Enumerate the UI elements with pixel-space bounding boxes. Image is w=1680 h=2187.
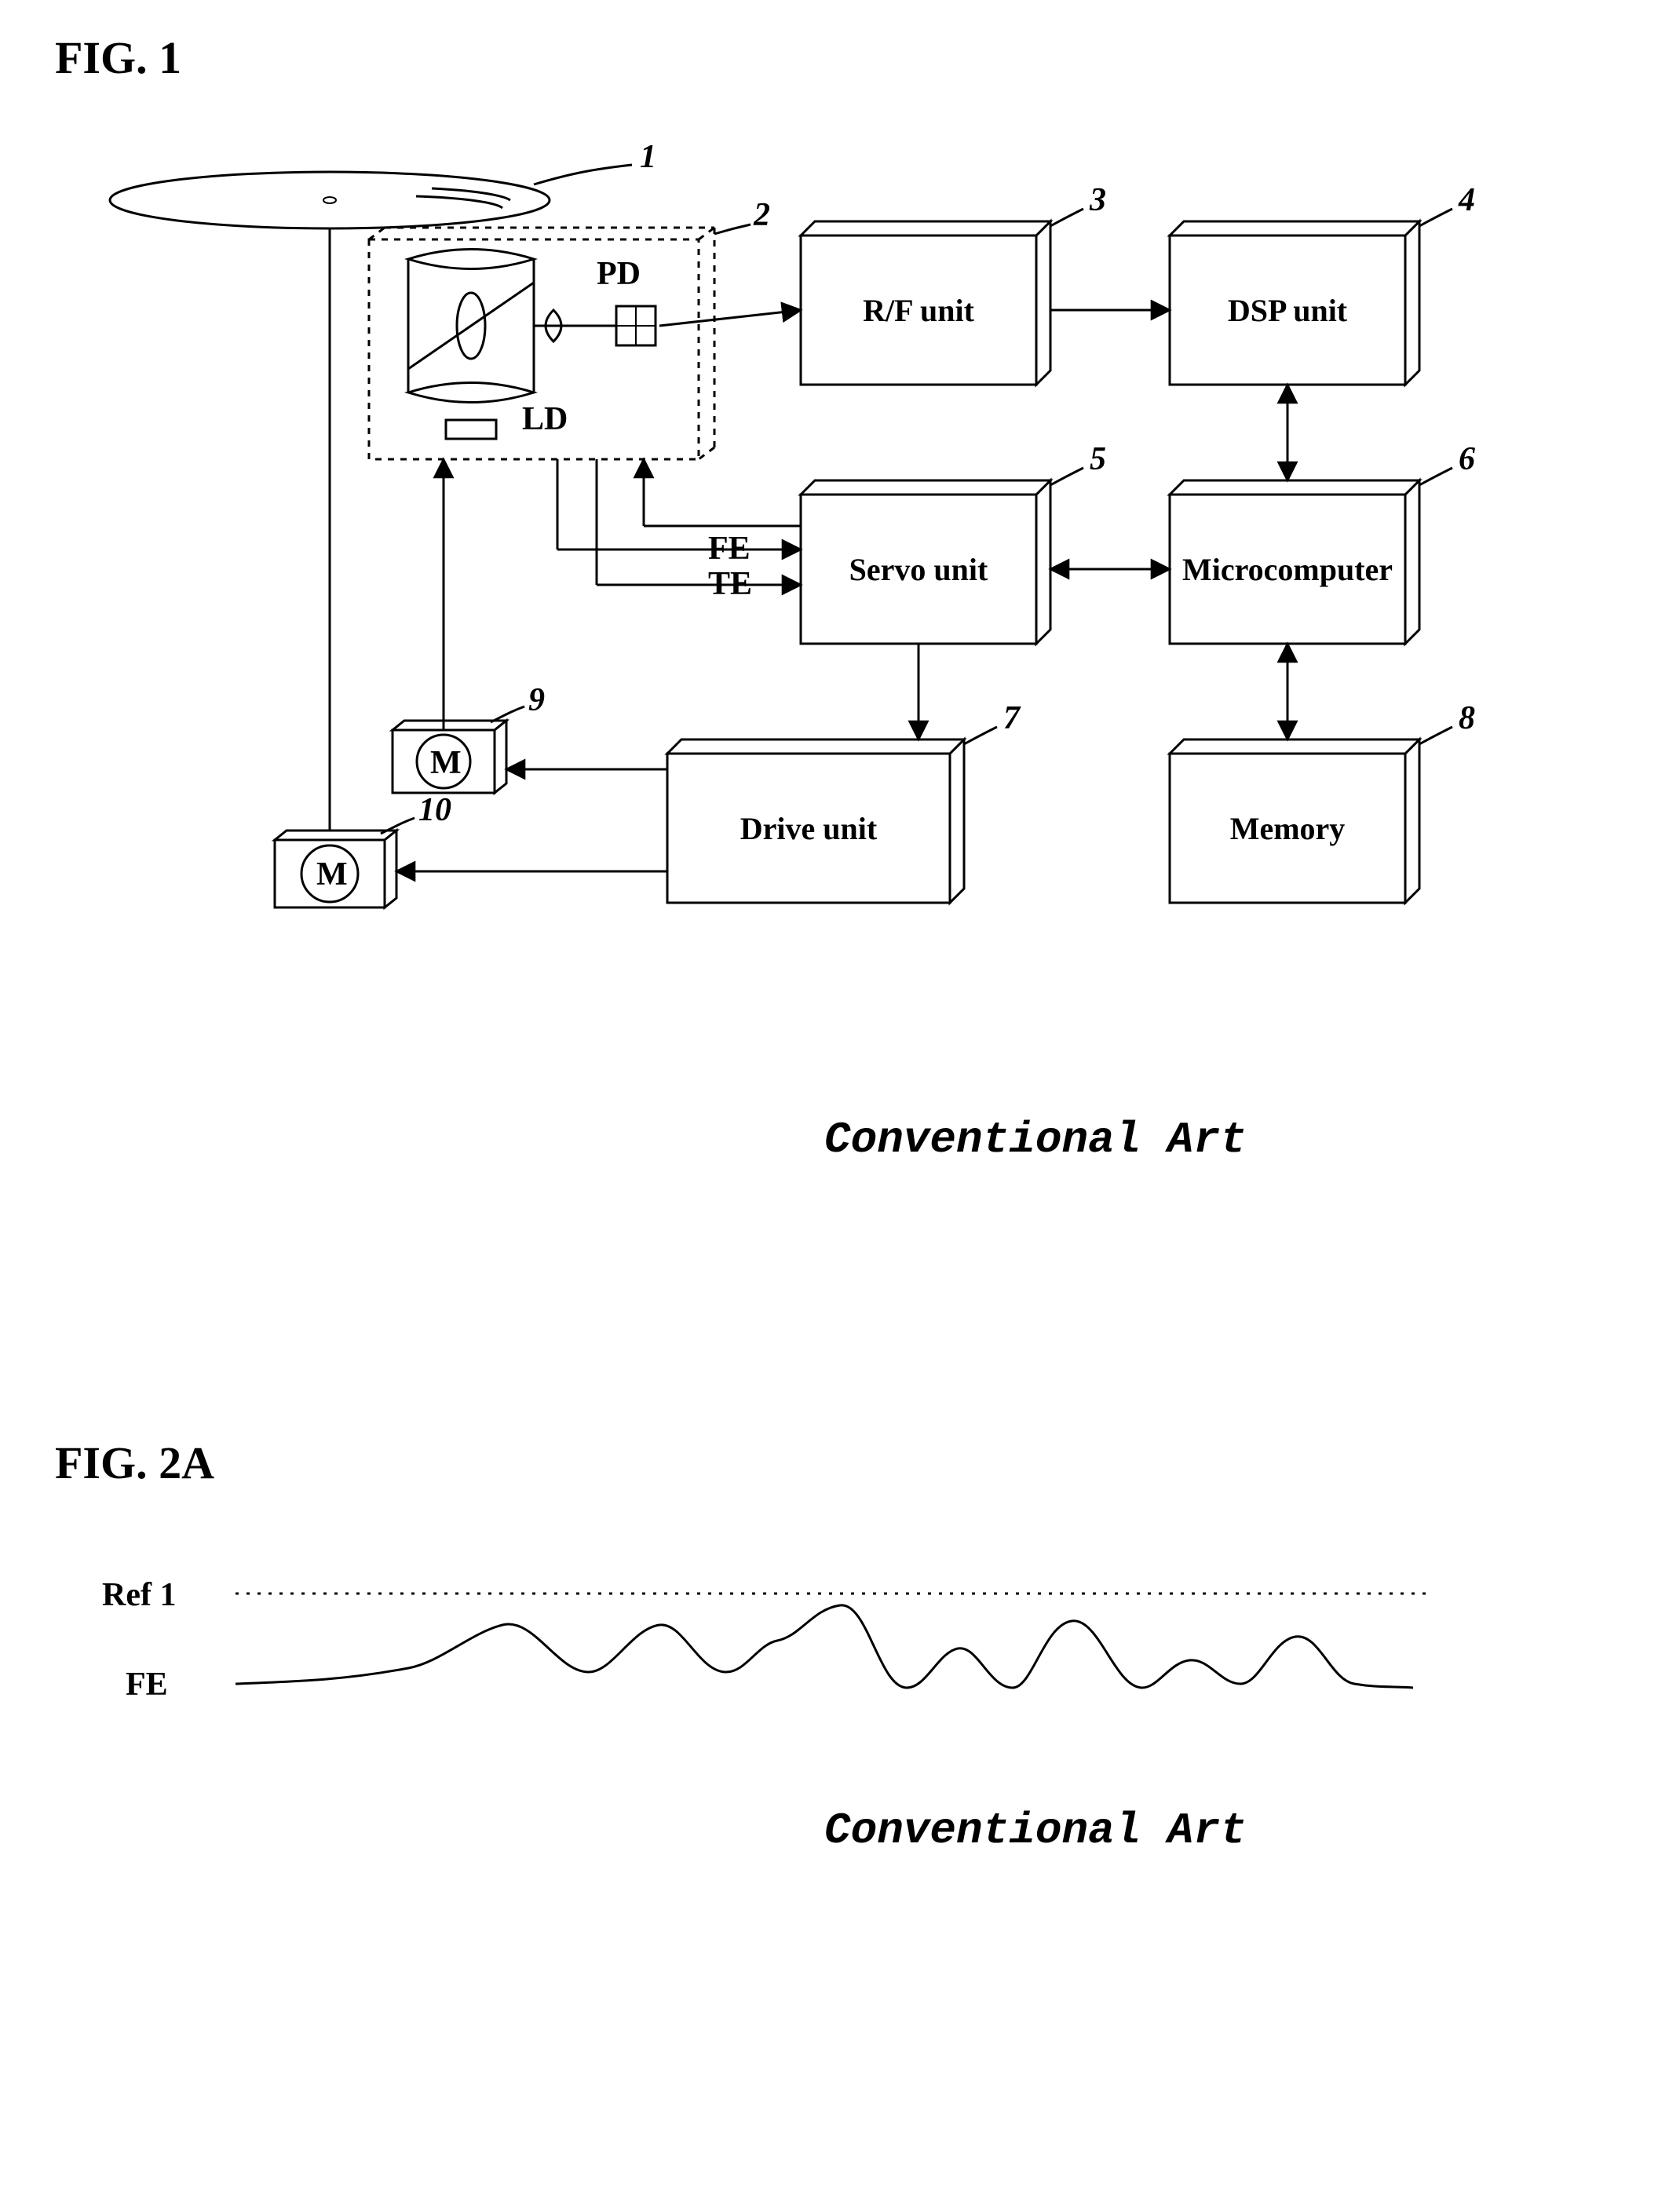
fig2a-diagram: Ref 1 FE: [204, 1562, 1523, 1766]
svg-text:Memory: Memory: [1230, 811, 1346, 846]
block-r-f-unit: R/F unit 3: [801, 182, 1106, 385]
fig1-diagram: R/F unit 3 DSP unit 4 Servo unit 5 Microcomput…: [94, 157, 1547, 1060]
svg-text:8: 8: [1459, 700, 1475, 736]
svg-text:Microcomputer: Microcomputer: [1182, 552, 1393, 587]
svg-text:4: 4: [1458, 182, 1475, 218]
fig1-title: FIG. 1: [55, 31, 181, 84]
block-dsp-unit: DSP unit 4: [1170, 182, 1475, 385]
block-drive-unit: Drive unit 7: [667, 700, 1021, 903]
block-memory: Memory 8: [1170, 700, 1475, 903]
label-m2: M: [316, 856, 348, 893]
id-disc: 1: [640, 138, 656, 176]
svg-text:6: 6: [1459, 441, 1475, 477]
label-fe2: FE: [126, 1666, 168, 1703]
fig2a-caption: Conventional Art: [824, 1805, 1247, 1856]
fe-waveform: [236, 1605, 1413, 1688]
svg-text:Servo unit: Servo unit: [849, 552, 988, 587]
label-ref1: Ref 1: [102, 1576, 176, 1614]
block-servo-unit: Servo unit 5: [801, 441, 1106, 644]
label-pd: PD: [597, 255, 641, 293]
id-motor9: 9: [528, 681, 545, 719]
leader-pickup: [714, 225, 751, 234]
svg-text:R/F unit: R/F unit: [863, 293, 975, 328]
svg-text:7: 7: [1003, 700, 1021, 736]
label-fe: FE: [708, 530, 751, 568]
id-pickup: 2: [754, 196, 770, 234]
label-te: TE: [708, 565, 752, 603]
block-microcomputer: Microcomputer 6: [1170, 441, 1475, 644]
svg-text:5: 5: [1090, 441, 1106, 477]
label-ld: LD: [522, 400, 568, 438]
label-m1: M: [430, 744, 462, 782]
id-motor10: 10: [418, 791, 451, 829]
fig2a-title: FIG. 2A: [55, 1437, 214, 1489]
fig1-caption: Conventional Art: [824, 1115, 1247, 1165]
svg-text:Drive unit: Drive unit: [740, 811, 878, 846]
disc: [110, 172, 550, 228]
svg-text:3: 3: [1089, 182, 1106, 218]
svg-text:DSP unit: DSP unit: [1228, 293, 1348, 328]
leader-disc: [534, 165, 632, 184]
